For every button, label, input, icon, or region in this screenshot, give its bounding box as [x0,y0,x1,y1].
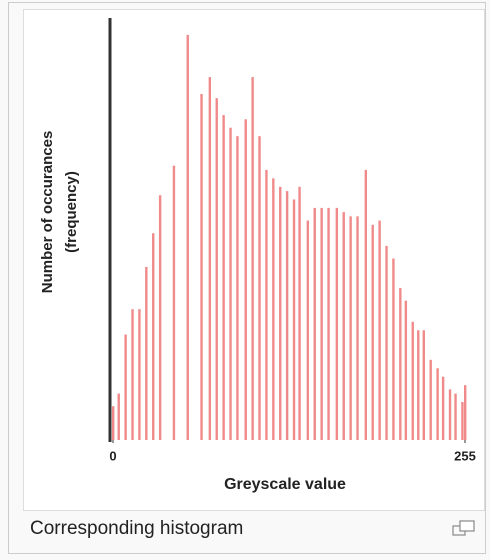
bar [306,220,310,440]
bar [422,330,425,440]
y-axis-label: (frequency) [63,171,80,253]
bar [371,224,374,440]
bar [158,195,162,440]
bar [429,359,432,440]
bar [399,288,402,440]
bar [454,393,457,440]
bar [464,385,467,440]
bar [244,119,247,440]
bar [236,136,239,440]
bar [285,191,289,440]
bar [117,393,120,440]
bar [152,233,155,440]
bar [356,216,359,440]
bar [327,207,330,440]
image-frame [23,9,485,511]
bar [112,406,115,440]
bar [124,334,127,440]
bar [215,98,218,441]
bar [364,169,368,441]
caption: Corresponding histogram [30,518,244,539]
y-axis-label: Number of occurances [39,131,56,294]
x-tick-label: 0 [109,448,116,463]
bar [342,212,345,440]
bar [292,199,296,440]
bar [279,186,282,440]
x-tick-label: 255 [454,448,476,463]
bar [200,93,203,441]
bar [313,207,316,440]
bar [131,309,134,440]
x-axis-label: Greyscale value [224,476,346,493]
bar [208,77,212,440]
bar [349,216,352,440]
bar [461,402,464,440]
bar [229,127,232,440]
bar [186,34,189,440]
bar [145,266,148,440]
bar [441,376,445,440]
bar [258,136,261,440]
bar [378,220,381,440]
enlarge-icon[interactable] [452,520,476,538]
bar [265,169,268,441]
bar [385,245,388,440]
bar [411,321,414,440]
thumbnail [8,2,486,554]
chart: Greyscale value Number of occurances (fr… [39,18,476,493]
bar [251,77,254,440]
bar [222,115,225,440]
bar [436,368,439,440]
bar [298,186,301,440]
bar [448,389,452,440]
bar [392,258,395,440]
bar [272,178,275,441]
bar [335,207,339,440]
bar [172,165,176,440]
bar [404,300,408,440]
bar [320,207,323,440]
bar [417,330,420,440]
bar [138,309,141,440]
